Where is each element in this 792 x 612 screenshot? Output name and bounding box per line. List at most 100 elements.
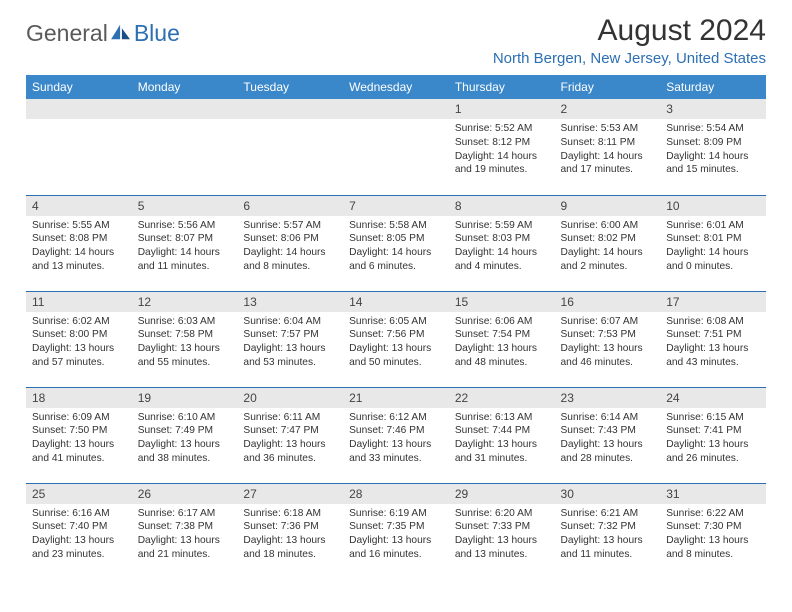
calendar-week-row: 18Sunrise: 6:09 AMSunset: 7:50 PMDayligh… (26, 387, 766, 483)
sunset-line: Sunset: 7:51 PM (666, 328, 760, 342)
sunrise-line: Sunrise: 6:20 AM (455, 507, 549, 521)
calendar-cell: 25Sunrise: 6:16 AMSunset: 7:40 PMDayligh… (26, 483, 132, 579)
calendar-page: General Blue August 2024 North Bergen, N… (0, 0, 792, 589)
day-details: Sunrise: 5:55 AMSunset: 8:08 PMDaylight:… (26, 216, 132, 278)
sunrise-line: Sunrise: 6:17 AM (138, 507, 232, 521)
calendar-cell: 11Sunrise: 6:02 AMSunset: 8:00 PMDayligh… (26, 291, 132, 387)
sunrise-line: Sunrise: 6:14 AM (561, 411, 655, 425)
calendar-cell: 9Sunrise: 6:00 AMSunset: 8:02 PMDaylight… (555, 195, 661, 291)
calendar-grid: Sunday Monday Tuesday Wednesday Thursday… (26, 75, 766, 579)
sunrise-line: Sunrise: 6:08 AM (666, 315, 760, 329)
calendar-cell: 22Sunrise: 6:13 AMSunset: 7:44 PMDayligh… (449, 387, 555, 483)
daylight-line: Daylight: 14 hours and 19 minutes. (455, 150, 549, 178)
sunrise-line: Sunrise: 5:54 AM (666, 122, 760, 136)
day-number: 26 (132, 484, 238, 504)
day-number: 27 (237, 484, 343, 504)
day-details: Sunrise: 6:22 AMSunset: 7:30 PMDaylight:… (660, 504, 766, 566)
calendar-cell (343, 99, 449, 195)
calendar-cell: 16Sunrise: 6:07 AMSunset: 7:53 PMDayligh… (555, 291, 661, 387)
weekday-header: Friday (555, 75, 661, 99)
sunset-line: Sunset: 8:03 PM (455, 232, 549, 246)
daylight-line: Daylight: 13 hours and 11 minutes. (561, 534, 655, 562)
day-details: Sunrise: 6:16 AMSunset: 7:40 PMDaylight:… (26, 504, 132, 566)
sunrise-line: Sunrise: 6:19 AM (349, 507, 443, 521)
calendar-cell: 4Sunrise: 5:55 AMSunset: 8:08 PMDaylight… (26, 195, 132, 291)
day-details: Sunrise: 6:04 AMSunset: 7:57 PMDaylight:… (237, 312, 343, 374)
daylight-line: Daylight: 13 hours and 13 minutes. (455, 534, 549, 562)
calendar-cell: 5Sunrise: 5:56 AMSunset: 8:07 PMDaylight… (132, 195, 238, 291)
daylight-line: Daylight: 14 hours and 2 minutes. (561, 246, 655, 274)
sunrise-line: Sunrise: 6:15 AM (666, 411, 760, 425)
day-details: Sunrise: 6:07 AMSunset: 7:53 PMDaylight:… (555, 312, 661, 374)
day-details: Sunrise: 6:02 AMSunset: 8:00 PMDaylight:… (26, 312, 132, 374)
daylight-line: Daylight: 13 hours and 53 minutes. (243, 342, 337, 370)
sunrise-line: Sunrise: 6:12 AM (349, 411, 443, 425)
weekday-row: Sunday Monday Tuesday Wednesday Thursday… (26, 75, 766, 99)
sunrise-line: Sunrise: 6:18 AM (243, 507, 337, 521)
calendar-cell: 20Sunrise: 6:11 AMSunset: 7:47 PMDayligh… (237, 387, 343, 483)
day-details: Sunrise: 6:17 AMSunset: 7:38 PMDaylight:… (132, 504, 238, 566)
daylight-line: Daylight: 14 hours and 4 minutes. (455, 246, 549, 274)
day-details: Sunrise: 6:01 AMSunset: 8:01 PMDaylight:… (660, 216, 766, 278)
sunrise-line: Sunrise: 6:21 AM (561, 507, 655, 521)
day-details: Sunrise: 6:05 AMSunset: 7:56 PMDaylight:… (343, 312, 449, 374)
daylight-line: Daylight: 14 hours and 8 minutes. (243, 246, 337, 274)
day-details: Sunrise: 6:18 AMSunset: 7:36 PMDaylight:… (237, 504, 343, 566)
day-number: 21 (343, 388, 449, 408)
brand-name-2: Blue (134, 20, 180, 47)
day-details: Sunrise: 6:10 AMSunset: 7:49 PMDaylight:… (132, 408, 238, 470)
sunset-line: Sunset: 7:47 PM (243, 424, 337, 438)
sunrise-line: Sunrise: 5:53 AM (561, 122, 655, 136)
day-details: Sunrise: 5:56 AMSunset: 8:07 PMDaylight:… (132, 216, 238, 278)
day-number: 22 (449, 388, 555, 408)
day-details: Sunrise: 5:58 AMSunset: 8:05 PMDaylight:… (343, 216, 449, 278)
day-number: 5 (132, 196, 238, 216)
calendar-cell: 29Sunrise: 6:20 AMSunset: 7:33 PMDayligh… (449, 483, 555, 579)
sunset-line: Sunset: 7:36 PM (243, 520, 337, 534)
sunrise-line: Sunrise: 6:11 AM (243, 411, 337, 425)
daylight-line: Daylight: 13 hours and 23 minutes. (32, 534, 126, 562)
sunrise-line: Sunrise: 5:59 AM (455, 219, 549, 233)
sunset-line: Sunset: 7:40 PM (32, 520, 126, 534)
sunrise-line: Sunrise: 6:01 AM (666, 219, 760, 233)
day-number: 30 (555, 484, 661, 504)
calendar-cell: 8Sunrise: 5:59 AMSunset: 8:03 PMDaylight… (449, 195, 555, 291)
daylight-line: Daylight: 13 hours and 31 minutes. (455, 438, 549, 466)
calendar-cell: 14Sunrise: 6:05 AMSunset: 7:56 PMDayligh… (343, 291, 449, 387)
daylight-line: Daylight: 13 hours and 8 minutes. (666, 534, 760, 562)
sunset-line: Sunset: 7:54 PM (455, 328, 549, 342)
day-number: 4 (26, 196, 132, 216)
calendar-cell: 30Sunrise: 6:21 AMSunset: 7:32 PMDayligh… (555, 483, 661, 579)
day-details: Sunrise: 6:11 AMSunset: 7:47 PMDaylight:… (237, 408, 343, 470)
daylight-line: Daylight: 13 hours and 50 minutes. (349, 342, 443, 370)
calendar-cell: 21Sunrise: 6:12 AMSunset: 7:46 PMDayligh… (343, 387, 449, 483)
calendar-week-row: 11Sunrise: 6:02 AMSunset: 8:00 PMDayligh… (26, 291, 766, 387)
calendar-cell: 13Sunrise: 6:04 AMSunset: 7:57 PMDayligh… (237, 291, 343, 387)
day-number: 1 (449, 99, 555, 119)
calendar-week-row: 25Sunrise: 6:16 AMSunset: 7:40 PMDayligh… (26, 483, 766, 579)
sunrise-line: Sunrise: 5:58 AM (349, 219, 443, 233)
sunrise-line: Sunrise: 5:52 AM (455, 122, 549, 136)
sunrise-line: Sunrise: 6:04 AM (243, 315, 337, 329)
daylight-line: Daylight: 14 hours and 15 minutes. (666, 150, 760, 178)
daylight-line: Daylight: 13 hours and 43 minutes. (666, 342, 760, 370)
calendar-cell: 31Sunrise: 6:22 AMSunset: 7:30 PMDayligh… (660, 483, 766, 579)
day-number: 14 (343, 292, 449, 312)
calendar-cell: 27Sunrise: 6:18 AMSunset: 7:36 PMDayligh… (237, 483, 343, 579)
calendar-cell: 3Sunrise: 5:54 AMSunset: 8:09 PMDaylight… (660, 99, 766, 195)
sunset-line: Sunset: 7:44 PM (455, 424, 549, 438)
calendar-cell: 28Sunrise: 6:19 AMSunset: 7:35 PMDayligh… (343, 483, 449, 579)
daylight-line: Daylight: 13 hours and 38 minutes. (138, 438, 232, 466)
calendar-week-row: 4Sunrise: 5:55 AMSunset: 8:08 PMDaylight… (26, 195, 766, 291)
sunrise-line: Sunrise: 6:07 AM (561, 315, 655, 329)
daylight-line: Daylight: 13 hours and 21 minutes. (138, 534, 232, 562)
day-number: 17 (660, 292, 766, 312)
day-number: 9 (555, 196, 661, 216)
sunset-line: Sunset: 7:43 PM (561, 424, 655, 438)
day-number: 25 (26, 484, 132, 504)
sunset-line: Sunset: 8:12 PM (455, 136, 549, 150)
weekday-header: Saturday (660, 75, 766, 99)
sunset-line: Sunset: 8:00 PM (32, 328, 126, 342)
day-number: 19 (132, 388, 238, 408)
calendar-body: 1Sunrise: 5:52 AMSunset: 8:12 PMDaylight… (26, 99, 766, 579)
